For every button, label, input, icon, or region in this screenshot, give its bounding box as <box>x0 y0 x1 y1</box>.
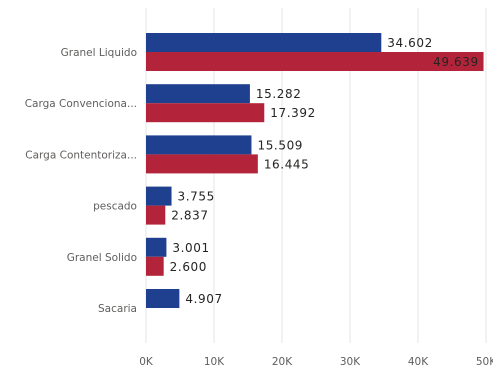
bar[interactable] <box>146 237 167 257</box>
data-label: 49.639 <box>433 55 479 69</box>
bar[interactable] <box>146 84 250 104</box>
category-label: pescado <box>93 201 137 213</box>
data-label: 2.600 <box>170 260 207 274</box>
category-labels: Granel Liquido Carga Convenciona... Carga … <box>25 47 137 315</box>
category-label: Carga Convenciona... <box>25 98 137 110</box>
bar[interactable] <box>146 186 172 206</box>
bar[interactable] <box>146 205 166 225</box>
bar[interactable] <box>146 135 252 155</box>
data-label: 4.907 <box>185 292 222 306</box>
bar[interactable] <box>146 33 382 52</box>
data-label: 3.001 <box>172 241 209 255</box>
x-tick-label: 30K <box>340 356 361 366</box>
bar[interactable] <box>146 52 484 71</box>
data-label: 17.392 <box>270 106 316 120</box>
x-tick-label: 50K <box>476 356 493 366</box>
category-label: Granel Solido <box>67 252 137 264</box>
x-tick-label: 0K <box>139 356 154 366</box>
data-label: 15.282 <box>256 87 302 101</box>
x-tick-label: 40K <box>408 356 429 366</box>
x-tick-label: 20K <box>272 356 293 366</box>
bar[interactable] <box>146 103 265 123</box>
data-label: 3.755 <box>178 190 215 204</box>
data-label: 15.509 <box>257 138 303 152</box>
data-label: 2.837 <box>171 209 208 223</box>
data-label: 34.602 <box>387 36 433 50</box>
x-tick-label: 10K <box>204 356 225 366</box>
bar[interactable] <box>146 289 180 308</box>
data-label: 16.445 <box>264 157 310 171</box>
x-axis-tick-labels: 0K 10K 20K 30K 40K 50K <box>139 356 493 366</box>
category-label: Sacaria <box>98 303 137 315</box>
bars <box>146 33 484 308</box>
category-label: Carga Contentoriza... <box>25 149 137 161</box>
bar[interactable] <box>146 256 164 276</box>
category-label: Granel Liquido <box>61 47 137 59</box>
bar[interactable] <box>146 154 258 174</box>
